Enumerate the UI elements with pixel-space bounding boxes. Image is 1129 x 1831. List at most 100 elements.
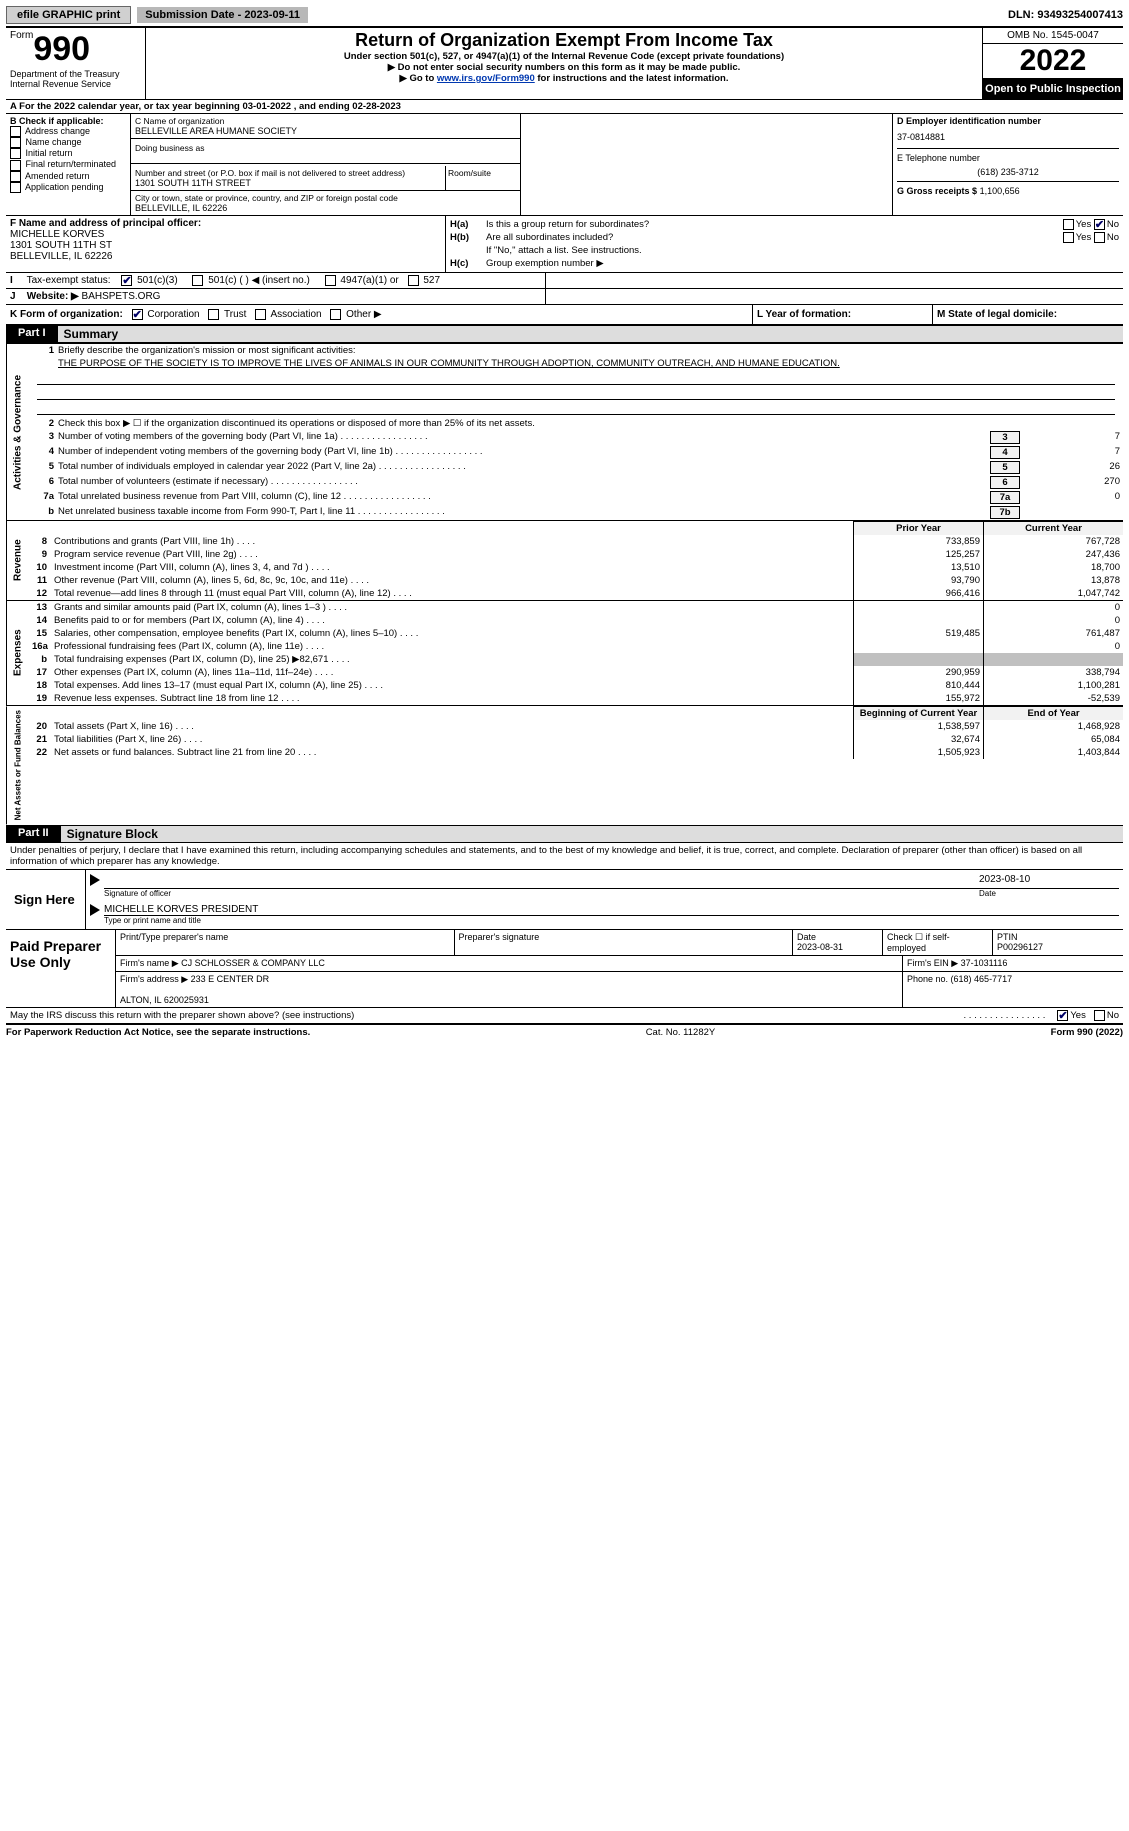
tax-year: 2022 [983,44,1123,79]
b-option: Final return/terminated [10,159,126,170]
c-name-label: C Name of organization [135,116,516,126]
topbar: efile GRAPHIC print Submission Date - 20… [6,6,1123,24]
efile-button[interactable]: efile GRAPHIC print [6,6,131,24]
prep-date: Date 2023-08-31 [793,930,883,955]
ha-yes-checkbox[interactable] [1063,219,1074,230]
prep-sig-label: Preparer's signature [455,930,794,955]
irs-link[interactable]: www.irs.gov/Form990 [437,73,535,84]
row-a-tax-year: A For the 2022 calendar year, or tax yea… [6,99,1123,113]
fin-row: 15Salaries, other compensation, employee… [29,627,1123,640]
summary-row: 5Total number of individuals employed in… [29,460,1123,475]
form-ref: Form 990 (2022) [1051,1027,1123,1038]
fin-row: 14Benefits paid to or for members (Part … [29,614,1123,627]
dln: DLN: 93493254007413 [1008,9,1123,21]
fin-row: 12Total revenue—add lines 8 through 11 (… [29,587,1123,600]
f-label: F Name and address of principal officer: [10,218,201,229]
fin-row: 19Revenue less expenses. Subtract line 1… [29,692,1123,705]
b-opt-checkbox[interactable] [10,137,21,148]
city-state-zip: BELLEVILLE, IL 62226 [135,203,516,213]
firm-address: Firm's address ▶ 233 E CENTER DR ALTON, … [116,972,903,1007]
hb-label: H(b) [450,232,486,243]
dba-label: Doing business as [135,143,516,153]
b-opt-checkbox[interactable] [10,126,21,137]
i-label: Tax-exempt status: [27,275,111,286]
g-label: G Gross receipts $ [897,186,977,196]
other-checkbox[interactable] [330,309,341,320]
fin-row: 18Total expenses. Add lines 13–17 (must … [29,679,1123,692]
hb-yes-checkbox[interactable] [1063,232,1074,243]
hb-text: Are all subordinates included? [486,232,1063,243]
hb-note: If "No," attach a list. See instructions… [486,245,1119,256]
assoc-checkbox[interactable] [255,309,266,320]
fin-row: 21Total liabilities (Part X, line 26) . … [29,733,1123,746]
prior-year-header: Prior Year [853,521,983,535]
k-label: K Form of organization: [10,309,123,320]
fin-row: 13Grants and similar amounts paid (Part … [29,601,1123,614]
501c3-checkbox[interactable] [121,275,132,286]
j-label: Website: ▶ [27,291,79,302]
b-opt-checkbox[interactable] [10,182,21,193]
4947-checkbox[interactable] [325,275,336,286]
discuss-row: May the IRS discuss this return with the… [6,1007,1123,1025]
form-number: Form 990 [10,30,141,69]
b-check-label: B Check if applicable: [10,116,126,126]
501c-checkbox[interactable] [192,275,203,286]
summary-row: 4Number of independent voting members of… [29,445,1123,460]
phone-value: (618) 235-3712 [897,163,1119,181]
b-option: Application pending [10,182,126,193]
hc-text: Group exemption number ▶ [486,258,1119,269]
b-opt-checkbox[interactable] [10,148,21,159]
trust-checkbox[interactable] [208,309,219,320]
fin-row: bTotal fundraising expenses (Part IX, co… [29,653,1123,666]
firm-name: Firm's name ▶ CJ SCHLOSSER & COMPANY LLC [116,956,903,971]
sig-date: 2023-08-10 [971,874,1119,889]
perjury-declaration: Under penalties of perjury, I declare th… [6,843,1123,869]
ha-label: H(a) [450,219,486,230]
prep-self-employed: Check ☐ if self-employed [883,930,993,955]
omb-number: OMB No. 1545-0047 [983,28,1123,44]
goto-instructions: ▶ Go to www.irs.gov/Form990 for instruct… [150,73,978,84]
ssn-warning: ▶ Do not enter social security numbers o… [150,62,978,73]
section-i-j: I Tax-exempt status: 501(c)(3) 501(c) ( … [6,272,1123,288]
prep-name-label: Print/Type preparer's name [116,930,455,955]
corp-checkbox[interactable] [132,309,143,320]
open-to-public: Open to Public Inspection [983,79,1123,99]
fin-row: 17Other expenses (Part IX, column (A), l… [29,666,1123,679]
fin-row: 20Total assets (Part X, line 16) . . . .… [29,720,1123,733]
discuss-yes-checkbox[interactable] [1057,1010,1068,1021]
revenue-label: Revenue [6,521,29,600]
discuss-no-checkbox[interactable] [1094,1010,1105,1021]
street-address: 1301 SOUTH 11TH STREET [135,178,441,188]
net-assets-label: Net Assets or Fund Balances [6,706,29,824]
mission-text: THE PURPOSE OF THE SOCIETY IS TO IMPROVE… [58,358,1120,369]
city-label: City or town, state or province, country… [135,193,516,203]
room-label: Room/suite [448,168,518,178]
q2-text: Check this box ▶ ☐ if the organization d… [58,418,1120,429]
prep-ptin: PTIN P00296127 [993,930,1123,955]
activities-governance-label: Activities & Governance [6,344,29,520]
fin-row: 10Investment income (Part VIII, column (… [29,561,1123,574]
officer-name-title: MICHELLE KORVES PRESIDENT [104,904,1119,916]
section-b-through-g: B Check if applicable: Address change Na… [6,113,1123,215]
department: Department of the Treasury Internal Reve… [10,69,141,89]
cat-no: Cat. No. 11282Y [646,1027,716,1038]
hb-no-checkbox[interactable] [1094,232,1105,243]
section-f-h: F Name and address of principal officer:… [6,215,1123,272]
begin-year-header: Beginning of Current Year [853,706,983,720]
date-caption: Date [979,889,1119,898]
summary-row: 7aTotal unrelated business revenue from … [29,490,1123,505]
b-option: Initial return [10,148,126,159]
b-option: Address change [10,126,126,137]
part2-header: Part II Signature Block [6,825,1123,843]
website-value: BAHSPETS.ORG [82,291,161,302]
d-ein-label: D Employer identification number [897,116,1119,126]
b-opt-checkbox[interactable] [10,160,21,171]
firm-phone: Phone no. (618) 465-7717 [903,972,1123,1007]
paid-preparer-block: Paid Preparer Use Only Print/Type prepar… [6,929,1123,1007]
ha-no-checkbox[interactable] [1094,219,1105,230]
summary-row: 6Total number of volunteers (estimate if… [29,475,1123,490]
527-checkbox[interactable] [408,275,419,286]
footer: For Paperwork Reduction Act Notice, see … [6,1025,1123,1038]
b-opt-checkbox[interactable] [10,171,21,182]
ha-text: Is this a group return for subordinates? [486,219,1063,230]
